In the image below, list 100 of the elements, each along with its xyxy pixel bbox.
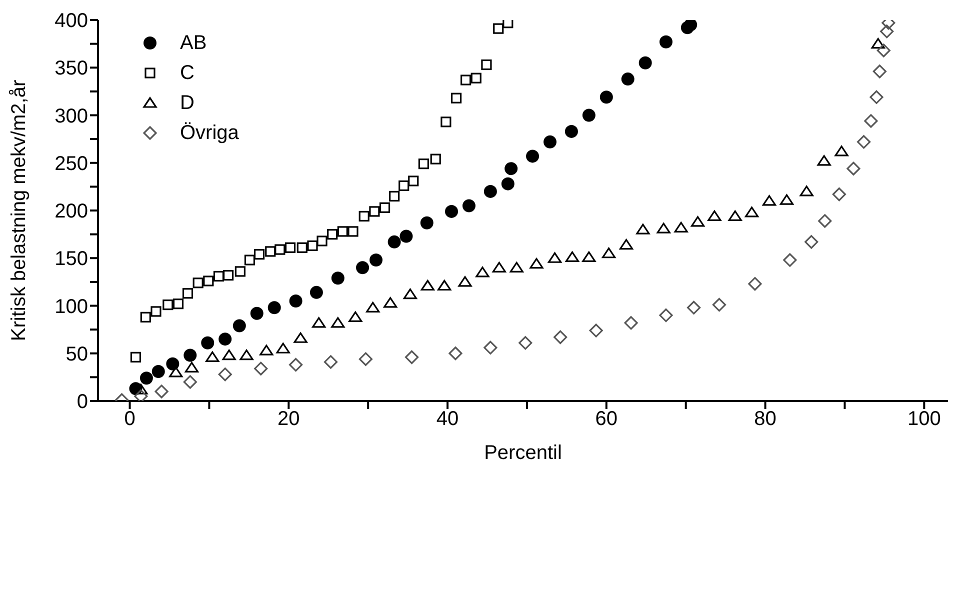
point	[744, 206, 759, 218]
point	[712, 298, 726, 312]
point	[234, 266, 246, 277]
x-axis-title: Percentil	[484, 442, 562, 464]
x-tick-label: 60	[595, 408, 618, 430]
point	[400, 230, 413, 243]
point	[684, 20, 698, 32]
point	[438, 280, 452, 291]
point	[182, 288, 194, 299]
point	[493, 23, 504, 34]
point	[268, 301, 281, 314]
point	[222, 349, 236, 360]
point	[530, 258, 544, 269]
point	[218, 368, 232, 382]
point	[728, 210, 742, 222]
point	[502, 20, 514, 28]
point	[250, 306, 264, 320]
point	[370, 254, 383, 267]
point	[388, 235, 401, 248]
point	[818, 214, 832, 228]
y-tick-label: 250	[54, 152, 88, 175]
point	[481, 59, 492, 70]
point	[476, 266, 490, 278]
point	[619, 238, 634, 250]
point	[589, 324, 603, 338]
point	[260, 344, 274, 356]
y-tick-label: 350	[54, 58, 88, 80]
point	[450, 92, 462, 104]
point	[384, 297, 398, 308]
point	[458, 276, 472, 287]
point	[418, 158, 429, 170]
point	[324, 355, 338, 369]
point	[294, 332, 308, 343]
point	[206, 351, 220, 362]
point	[804, 235, 818, 249]
point	[484, 184, 497, 198]
point	[183, 375, 197, 389]
point	[284, 242, 296, 253]
point	[222, 270, 234, 281]
point	[201, 336, 214, 350]
point	[846, 162, 860, 176]
point	[565, 251, 580, 262]
y-tick-label: 200	[54, 200, 88, 223]
point	[834, 146, 848, 156]
point	[307, 240, 318, 252]
point	[389, 190, 400, 202]
point	[636, 224, 650, 234]
point	[582, 251, 596, 262]
point	[638, 56, 652, 70]
point	[337, 226, 348, 237]
point	[369, 206, 380, 217]
point	[430, 154, 441, 164]
point	[358, 210, 370, 222]
point	[348, 311, 362, 322]
point	[398, 180, 410, 192]
point	[526, 150, 540, 163]
point	[448, 346, 462, 360]
y-tick-label: 400	[54, 10, 88, 32]
point	[404, 350, 419, 364]
point	[817, 155, 831, 166]
point	[880, 24, 894, 38]
point	[310, 286, 323, 299]
point	[659, 308, 673, 322]
point	[621, 72, 634, 86]
legend-label: Övriga	[180, 122, 239, 144]
point	[184, 362, 199, 372]
y-tick-label: 50	[66, 343, 88, 366]
point	[564, 124, 578, 138]
point	[213, 270, 224, 282]
point	[510, 262, 524, 272]
point	[460, 74, 472, 86]
point	[348, 226, 358, 237]
point	[312, 317, 326, 328]
point	[150, 306, 162, 317]
point	[327, 229, 338, 240]
point	[690, 216, 705, 227]
point	[544, 135, 557, 148]
point	[276, 342, 290, 354]
point	[274, 244, 286, 255]
point	[504, 162, 518, 176]
point	[686, 300, 701, 314]
point	[134, 389, 148, 401]
point	[218, 332, 232, 346]
point	[152, 364, 165, 378]
y-tick-label: 0	[76, 391, 88, 414]
point	[674, 222, 688, 232]
point	[602, 248, 616, 258]
x-tick-label: 100	[907, 408, 941, 430]
point	[240, 349, 254, 360]
legend-label: C	[180, 62, 194, 84]
point	[492, 262, 506, 272]
x-tick-label: 20	[278, 408, 300, 430]
point	[445, 204, 458, 218]
point	[232, 319, 246, 332]
point	[518, 336, 532, 350]
point	[876, 44, 890, 58]
point	[140, 312, 151, 322]
point	[656, 222, 670, 234]
point	[169, 366, 183, 378]
x-tick-label: 40	[436, 408, 459, 430]
